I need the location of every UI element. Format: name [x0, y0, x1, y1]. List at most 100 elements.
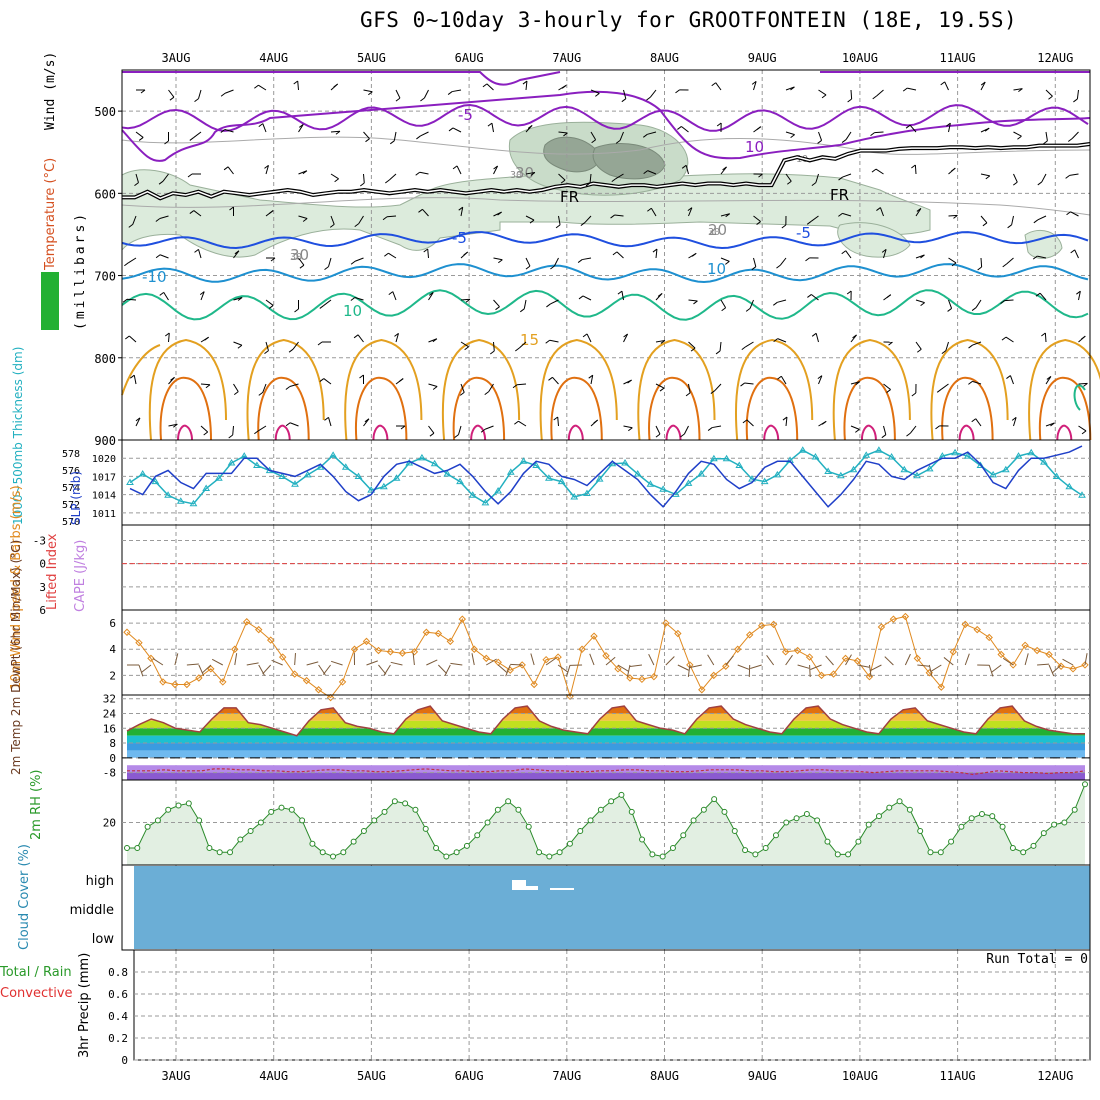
wind-barb-flag	[660, 340, 666, 344]
wind-barb	[948, 123, 951, 133]
wind-barb-flag	[527, 125, 533, 129]
wind-barb	[818, 131, 823, 141]
wind-barb-flag	[940, 81, 945, 86]
wind-barb-flag	[140, 89, 146, 94]
wind-barb	[1076, 89, 1079, 99]
rh-marker	[330, 853, 337, 860]
thickness-marker	[646, 480, 655, 487]
wind-speed-marker	[159, 678, 167, 686]
wind-barb-10m	[246, 662, 259, 666]
temp-contour-minus10	[121, 90, 1091, 162]
slp-line	[129, 445, 1083, 508]
rh-line	[127, 784, 1086, 858]
wind-barb-flag	[288, 348, 294, 353]
temp-band	[127, 713, 1085, 721]
wind-barb-flag	[593, 419, 598, 424]
wind-barb	[135, 417, 141, 427]
rh-marker	[124, 845, 130, 851]
wind-barb	[688, 341, 696, 349]
rh-label: 30	[290, 252, 302, 263]
wind-barb	[948, 299, 953, 309]
wind-barb-flag	[1000, 300, 1005, 305]
wind-barb-flag	[1083, 382, 1088, 387]
wind-barb	[200, 425, 209, 433]
thickness-marker	[494, 487, 502, 494]
wind-barb-flag	[722, 166, 727, 171]
rh-marker	[999, 823, 1006, 830]
wind-barb-flag	[725, 213, 730, 218]
wind-barbs-upper	[122, 80, 1088, 439]
wind-barb-flag	[254, 84, 259, 89]
temp-band	[127, 757, 1085, 766]
wind-barb-flag	[223, 166, 229, 171]
wind-barb-flag	[617, 290, 623, 295]
thickness-marker	[341, 463, 350, 470]
wind-barb	[452, 89, 462, 93]
wind-barb-flag	[258, 392, 264, 396]
thickness-marker	[824, 467, 833, 474]
wind-barb	[354, 257, 364, 262]
wind-barb	[363, 131, 370, 140]
wind-barb-flag	[806, 220, 812, 225]
temp-contour-20	[637, 338, 716, 441]
temp-contour-20	[246, 338, 325, 441]
wind-speed-marker	[973, 625, 981, 634]
wind-barb	[395, 89, 401, 99]
wind-barb-flag	[350, 297, 356, 301]
wind-barb	[1078, 425, 1087, 432]
wind-barb	[975, 299, 982, 308]
temp-band	[127, 720, 1085, 729]
wind-barb-10m	[589, 653, 595, 666]
rh-ytick: 20	[103, 817, 116, 830]
wind-barb-flag	[302, 218, 308, 222]
temp-contour-25	[550, 376, 603, 441]
wind-barb-flag	[429, 432, 435, 437]
wind-barb	[292, 341, 299, 350]
wind-barb-flag	[553, 416, 559, 421]
wind-barb	[419, 171, 429, 175]
wind-barb	[193, 131, 202, 138]
wind-speed-marker	[231, 645, 239, 653]
wind-barb-flag	[487, 122, 493, 127]
wind-speed-marker	[745, 631, 754, 639]
wind-barb	[818, 375, 823, 385]
contour-label: 15	[520, 331, 539, 349]
rh-band-east	[837, 222, 911, 258]
wind-barb	[972, 341, 982, 346]
rh-marker	[989, 813, 996, 820]
wind-barb-flag	[546, 303, 551, 308]
wind-barb	[525, 215, 535, 221]
precip-ytick: 0.6	[108, 988, 128, 1001]
thickness-marker	[862, 451, 871, 458]
rh-marker	[618, 791, 625, 798]
wind-barb	[1013, 173, 1018, 183]
wind-barb-10m	[917, 664, 930, 667]
wind-barb-flag	[319, 305, 325, 309]
wind-barb	[525, 171, 535, 175]
temp-ylabel: 2m Temp 2m DewPt (6hr Min/Max) (°C)	[9, 540, 23, 775]
wind-barb	[486, 83, 494, 91]
wind-barb	[328, 257, 332, 267]
wind-barb	[914, 164, 917, 175]
temp-contour-25	[257, 376, 310, 441]
wind-barb-10m	[1024, 653, 1029, 666]
rh-marker	[700, 806, 707, 813]
wind-barb-flag	[173, 423, 178, 428]
thickness-marker	[189, 499, 198, 507]
wind-barb-flag	[946, 122, 951, 127]
rh-marker	[1020, 849, 1027, 856]
wind-barb-flag	[838, 212, 843, 217]
wind-barb-flag	[555, 224, 561, 229]
rh-ylabel: 2m RH (%)	[29, 769, 44, 840]
temp-band	[127, 750, 1085, 758]
wind-barb-10m	[677, 664, 689, 671]
temp-contour-30	[860, 424, 877, 441]
wind-barb-flag	[454, 434, 459, 439]
wind-barb	[818, 89, 827, 96]
wind-speed-marker	[829, 670, 838, 678]
wind-barb-flag	[220, 129, 226, 133]
wind-barb	[323, 378, 332, 385]
li-ytick: 0	[39, 558, 46, 571]
wind-barb	[354, 297, 364, 301]
wind-barb-flag	[1006, 375, 1011, 379]
